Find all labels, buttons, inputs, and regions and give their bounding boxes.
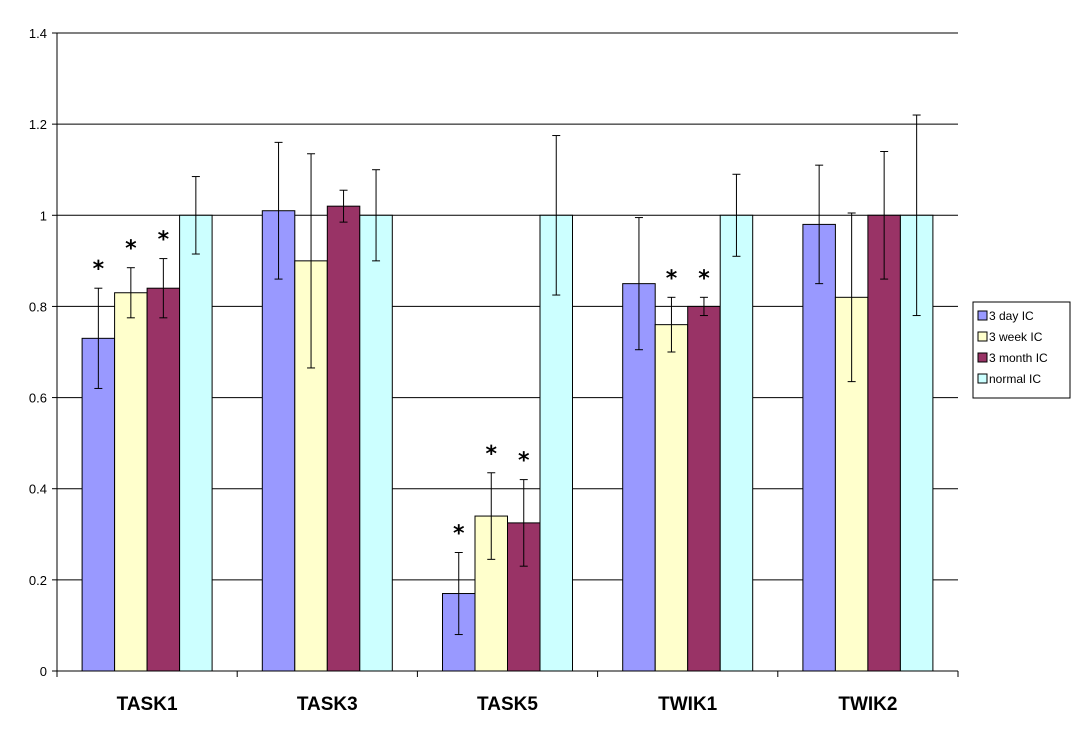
legend-box — [972, 301, 1071, 399]
bar — [719, 214, 754, 672]
bar — [114, 292, 148, 672]
y-tick-label: 0.8 — [29, 299, 47, 314]
bars — [81, 205, 934, 672]
bar — [802, 223, 836, 672]
legend-swatch — [977, 310, 988, 321]
legend: 3 day IC 3 week IC 3 month IC normal IC — [972, 301, 1071, 399]
error-bars — [94, 114, 921, 636]
legend-label: 3 month IC — [989, 351, 1048, 365]
category-label: TASK1 — [117, 694, 178, 715]
significance-star: * — [93, 257, 105, 282]
legend-label: 3 day IC — [989, 309, 1034, 323]
significance-star: * — [518, 449, 530, 474]
legend-swatch — [977, 352, 988, 363]
significance-star: * — [125, 237, 137, 262]
category-label: TASK5 — [477, 694, 538, 715]
y-tick-label: 1 — [40, 208, 47, 223]
legend-label: 3 week IC — [989, 330, 1043, 344]
category-label: TWIK1 — [658, 694, 718, 715]
category-label: TWIK2 — [838, 694, 897, 715]
significance-star: * — [453, 522, 465, 547]
bar — [359, 214, 393, 672]
axes: 0 0.2 0.4 0.6 0.8 1 1.2 1.4 TASK1 TASK3 TASK5 TWIK1… — [29, 26, 959, 715]
bar — [146, 287, 181, 672]
bar — [867, 214, 901, 672]
y-tick-label: 1.4 — [29, 26, 47, 41]
bar — [687, 305, 721, 672]
category-label: TASK3 — [297, 694, 358, 715]
y-tick-label: 0.6 — [29, 391, 47, 406]
significance-star: * — [485, 442, 497, 467]
significance-markers: * * * * * * * * — [93, 228, 711, 547]
y-tick-label: 0.2 — [29, 573, 47, 588]
y-tick-label: 0 — [40, 664, 47, 679]
significance-star: * — [698, 266, 710, 291]
y-tick-label: 0.4 — [29, 482, 47, 497]
bar — [179, 214, 213, 672]
y-tick-label: 1.2 — [29, 117, 47, 132]
significance-star: * — [666, 266, 678, 291]
legend-swatch — [977, 331, 988, 342]
bar — [654, 324, 689, 672]
bar — [261, 210, 296, 672]
legend-swatch — [977, 373, 988, 384]
legend-label: normal IC — [989, 372, 1041, 386]
bar — [326, 205, 361, 672]
significance-star: * — [158, 228, 170, 253]
